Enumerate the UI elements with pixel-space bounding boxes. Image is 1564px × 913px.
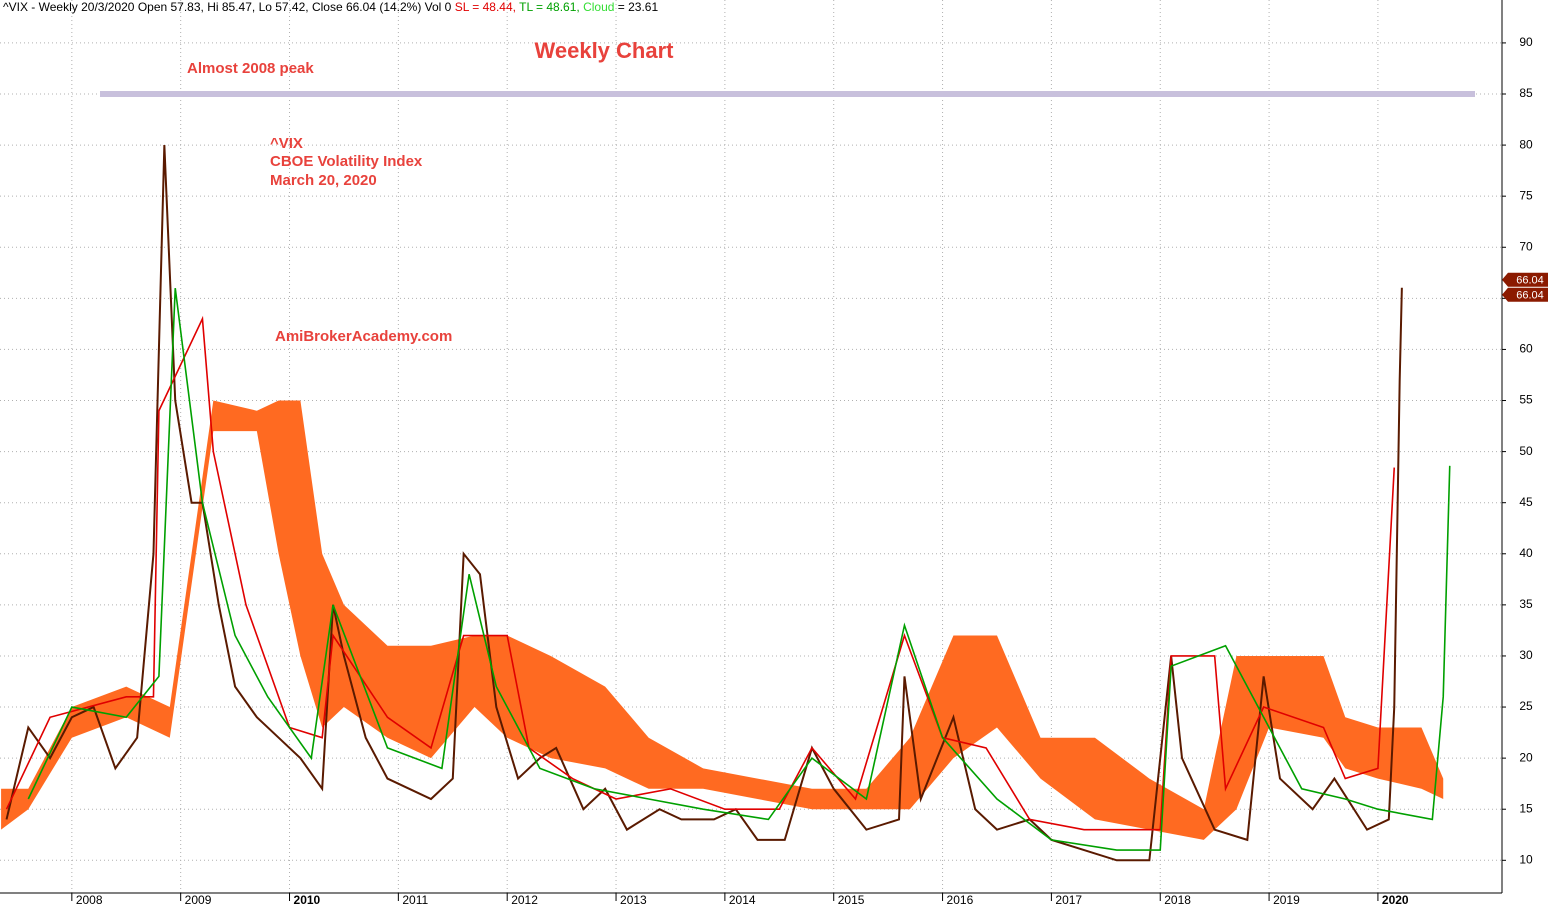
y-tick-label: 15: [1519, 801, 1533, 815]
x-tick-label: 2009: [185, 893, 212, 907]
x-tick-label: 2020: [1382, 893, 1409, 907]
x-tick-label: 2014: [729, 893, 756, 907]
header-text: ^VIX - Weekly 20/3/2020 Open 57.83, Hi 8…: [3, 0, 452, 14]
y-tick-label: 20: [1519, 750, 1533, 764]
y-tick-label: 45: [1519, 495, 1533, 509]
y-tick-label: 75: [1519, 188, 1533, 202]
y-tick-label: 50: [1519, 444, 1533, 458]
y-tick-label: 35: [1519, 597, 1533, 611]
x-tick-label: 2019: [1273, 893, 1300, 907]
x-tick-label: 2017: [1055, 893, 1082, 907]
header-tl: TL = 48.61,: [519, 0, 580, 14]
annotation: March 20, 2020: [270, 172, 377, 189]
last-value-label: 66.04: [1516, 275, 1544, 287]
annotation: CBOE Volatility Index: [270, 153, 423, 170]
annotation: Almost 2008 peak: [187, 60, 314, 77]
x-tick-label: 2010: [294, 893, 321, 907]
y-tick-label: 10: [1519, 852, 1533, 866]
annotation: ^VIX: [270, 135, 303, 152]
last-value-label: 66.04: [1516, 290, 1544, 302]
x-tick-label: 2011: [402, 893, 428, 907]
y-tick-label: 85: [1519, 86, 1533, 100]
x-tick-label: 2018: [1164, 893, 1191, 907]
y-tick-label: 70: [1519, 239, 1533, 253]
header-cloud: Cloud: [583, 0, 615, 14]
y-tick-label: 30: [1519, 648, 1533, 662]
y-tick-label: 60: [1519, 342, 1533, 356]
annotation: AmiBrokerAcademy.com: [275, 328, 452, 345]
header: ^VIX - Weekly 20/3/2020 Open 57.83, Hi 8…: [3, 0, 658, 14]
series-line: [5, 315, 1396, 831]
last-value-box: [1502, 272, 1548, 287]
x-tick-label: 2012: [511, 893, 538, 907]
x-tick-label: 2016: [947, 893, 974, 907]
cloud: [1, 400, 1444, 840]
x-tick-label: 2013: [620, 893, 647, 907]
y-tick-label: 90: [1519, 35, 1533, 49]
y-tick-label: 80: [1519, 137, 1533, 151]
y-tick-label: 25: [1519, 699, 1533, 713]
chart-title: Weekly Chart: [535, 38, 675, 63]
x-tick-label: 2008: [76, 893, 103, 907]
series-line: [27, 288, 1451, 851]
y-tick-label: 55: [1519, 393, 1533, 407]
header-cloud-value: = 23.61: [617, 0, 659, 14]
last-value-box: [1502, 287, 1548, 302]
header-sl: SL = 48.44,: [454, 0, 516, 14]
x-tick-label: 2015: [838, 893, 865, 907]
y-tick-label: 40: [1519, 546, 1533, 560]
